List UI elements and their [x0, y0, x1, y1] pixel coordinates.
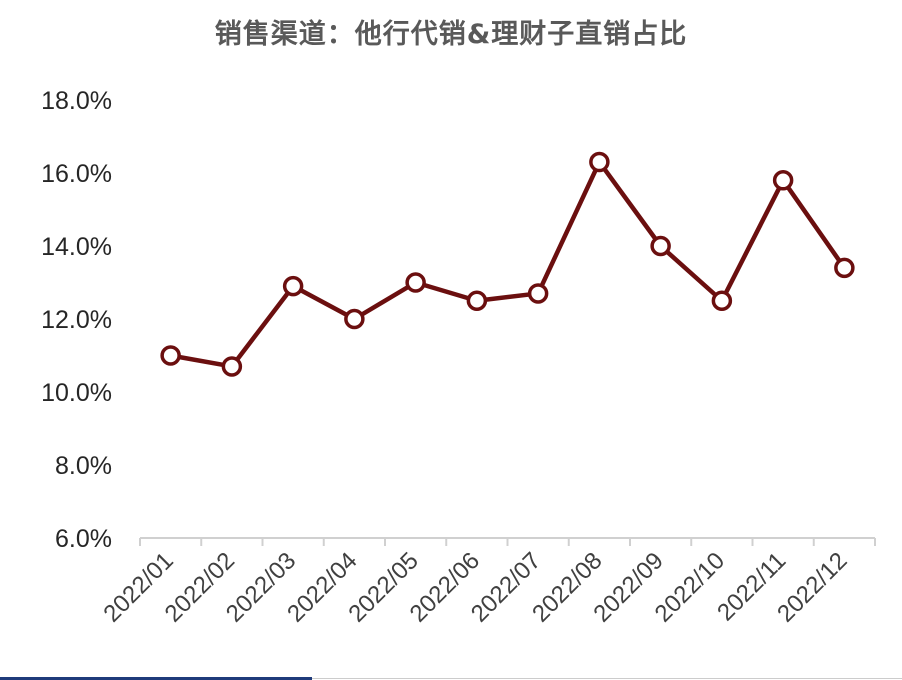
y-tick-label: 12.0%: [41, 306, 112, 334]
y-tick-label: 6.0%: [55, 525, 112, 553]
y-tick-label: 10.0%: [41, 379, 112, 407]
data-point-marker: [282, 275, 304, 297]
data-point-marker: [344, 308, 365, 330]
data-point-marker: [711, 290, 733, 311]
data-point-marker: [527, 283, 549, 304]
data-point-marker: [160, 345, 181, 366]
y-tick-label: 18.0%: [41, 87, 112, 115]
bottom-bar: [0, 677, 312, 680]
bottom-divider: [312, 678, 902, 679]
data-point-marker: [405, 272, 426, 293]
y-tick-label: 8.0%: [55, 452, 112, 480]
data-point-marker: [650, 235, 671, 257]
series-line: [170, 159, 847, 369]
data-point-marker: [466, 290, 488, 311]
data-point-marker: [221, 356, 243, 377]
data-point-marker: [772, 170, 794, 191]
data-point-marker: [589, 151, 610, 173]
y-tick-label: 14.0%: [41, 233, 112, 261]
y-tick-label: 16.0%: [41, 160, 112, 188]
chart-title: 销售渠道：他行代销&理财子直销占比: [214, 19, 688, 50]
data-point-marker: [834, 257, 855, 279]
